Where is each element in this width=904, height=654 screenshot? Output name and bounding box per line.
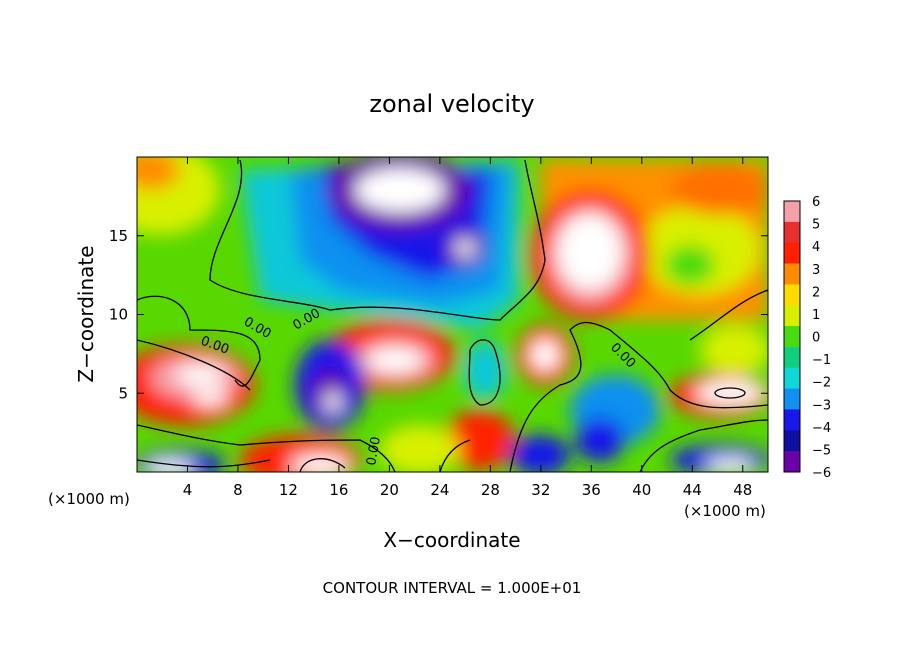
- colorbar-swatch: [784, 326, 800, 348]
- colorbar-label: 2: [812, 285, 820, 300]
- colorbar-label: −5: [812, 443, 831, 458]
- x-axis-label: X−coordinate: [383, 528, 520, 552]
- colorbar-label: 5: [812, 218, 820, 233]
- y-tick-label: 10: [109, 306, 128, 324]
- colorbar-frame: [783, 200, 801, 473]
- colorbar-label: −1: [812, 353, 831, 368]
- x-unit-left: (×1000 m): [48, 490, 130, 508]
- plot-area: 0.00 0.00 0.00 0.00 0.00: [137, 157, 768, 472]
- colorbar-label: 1: [812, 308, 820, 323]
- colorbar-label: −4: [812, 421, 831, 436]
- colorbar-swatch: [784, 451, 800, 473]
- x-tick-label: 40: [632, 481, 651, 499]
- zero-contours: [137, 159, 768, 472]
- colorbar-label: −3: [812, 398, 831, 413]
- y-tick-label: 5: [118, 384, 128, 402]
- velocity-field: [137, 157, 768, 472]
- x-tick-label: 16: [329, 481, 348, 499]
- x-tick-label: 20: [380, 481, 399, 499]
- x-axis: 4 8 12 16 20 24 28 32 36 40 44 48: [183, 157, 752, 499]
- y-axis: 5 10 15: [109, 227, 768, 402]
- colorbar-swatch: [784, 388, 800, 410]
- y-tick-label: 15: [109, 227, 128, 245]
- colorbar-swatch: [784, 346, 800, 369]
- colorbar-swatch: [784, 263, 800, 285]
- x-tick-label: 32: [531, 481, 550, 499]
- x-tick-label: 8: [233, 481, 243, 499]
- x-tick-label: 4: [183, 481, 193, 499]
- colorbar-swatch: [784, 242, 800, 265]
- x-tick-label: 44: [683, 481, 702, 499]
- colorbar-label: −6: [812, 466, 831, 481]
- x-unit-right: (×1000 m): [684, 502, 766, 520]
- colorbar-swatch: [784, 201, 800, 223]
- contour-interval-note: CONTOUR INTERVAL = 1.000E+01: [323, 579, 582, 597]
- colorbar-swatch: [784, 430, 800, 452]
- colorbar-swatch: [784, 221, 800, 244]
- x-tick-label: 36: [582, 481, 601, 499]
- x-tick-label: 12: [279, 481, 298, 499]
- colorbar-label: 0: [812, 331, 820, 346]
- x-tick-label: 48: [733, 481, 752, 499]
- colorbar-swatch: [784, 409, 800, 431]
- y-axis-label: Z−coordinate: [74, 245, 98, 382]
- colorbar: 6 5 4 3 2 1 0 −1 −2 −3 −4 −5 −6: [783, 195, 831, 481]
- contour-label: 0.00: [364, 436, 384, 467]
- contour-labels: 0.00 0.00 0.00 0.00 0.00: [199, 306, 639, 467]
- x-tick-label: 24: [430, 481, 449, 499]
- colorbar-label: 4: [812, 240, 820, 255]
- chart-title: zonal velocity: [369, 90, 534, 118]
- colorbar-swatch: [784, 305, 800, 327]
- colorbar-label: −2: [812, 376, 831, 391]
- colorbar-label: 6: [812, 195, 820, 210]
- colorbar-swatch: [784, 284, 800, 306]
- colorbar-swatch: [784, 367, 800, 390]
- colorbar-label: 3: [812, 263, 820, 278]
- x-tick-label: 28: [481, 481, 500, 499]
